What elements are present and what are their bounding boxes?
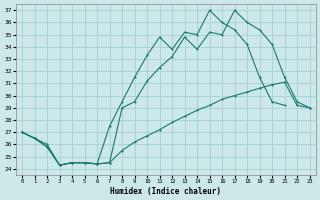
X-axis label: Humidex (Indice chaleur): Humidex (Indice chaleur) <box>110 187 221 196</box>
